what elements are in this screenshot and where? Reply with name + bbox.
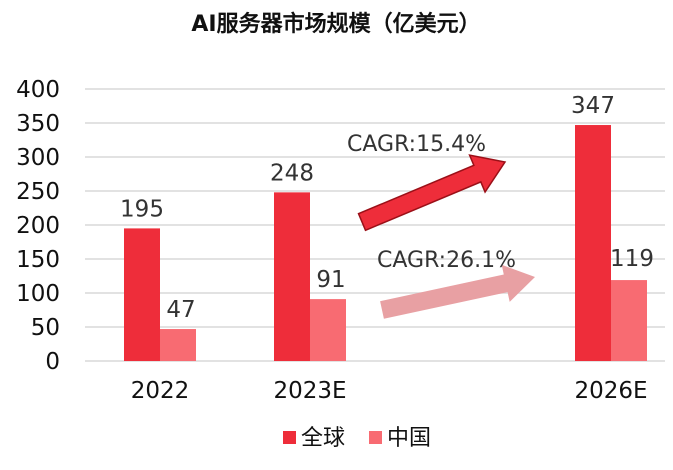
data-label: 119 xyxy=(610,246,654,272)
y-tick-label: 300 xyxy=(16,145,60,171)
y-tick-label: 350 xyxy=(16,111,60,137)
legend-swatch-global xyxy=(283,431,296,444)
bar-china xyxy=(611,280,647,361)
y-axis-ticks: 0 50 100 150 200 250 300 350 400 xyxy=(16,77,60,375)
data-label: 195 xyxy=(120,196,164,222)
y-tick-label: 150 xyxy=(16,247,60,273)
y-tick-label: 250 xyxy=(16,179,60,205)
bar-global xyxy=(124,228,160,361)
data-label: 248 xyxy=(270,160,314,186)
legend-label: 中国 xyxy=(387,426,431,451)
bar-global xyxy=(575,125,611,361)
cagr-label-china: CAGR:26.1% xyxy=(377,248,516,273)
bar-global xyxy=(274,192,310,361)
x-category-label: 2026E xyxy=(574,378,647,404)
x-axis-categories: 2022 2023E 2026E xyxy=(131,378,648,404)
x-category-label: 2023E xyxy=(273,378,346,404)
cagr-label-global: CAGR:15.4% xyxy=(347,132,486,157)
y-tick-label: 200 xyxy=(16,213,60,239)
chart-title: AI服务器市场规模（亿美元） xyxy=(191,11,480,37)
data-label: 91 xyxy=(316,267,345,293)
legend-swatch-china xyxy=(369,431,382,444)
legend-label: 全球 xyxy=(301,426,345,451)
x-category-label: 2022 xyxy=(131,378,190,404)
cagr-arrow-global xyxy=(357,154,507,232)
y-tick-label: 100 xyxy=(16,281,60,307)
legend: 全球 中国 xyxy=(283,426,431,451)
cagr-arrows: CAGR:15.4% CAGR:26.1% xyxy=(347,132,535,319)
bars: 195 47 248 91 347 119 xyxy=(120,93,654,361)
cagr-arrow-china xyxy=(380,264,535,319)
bar-china xyxy=(310,299,346,361)
bar-china xyxy=(160,329,196,361)
y-tick-label: 400 xyxy=(16,77,60,103)
y-tick-label: 0 xyxy=(45,349,60,375)
y-tick-label: 50 xyxy=(31,315,60,341)
data-label: 47 xyxy=(166,297,195,323)
data-label: 347 xyxy=(571,93,615,119)
